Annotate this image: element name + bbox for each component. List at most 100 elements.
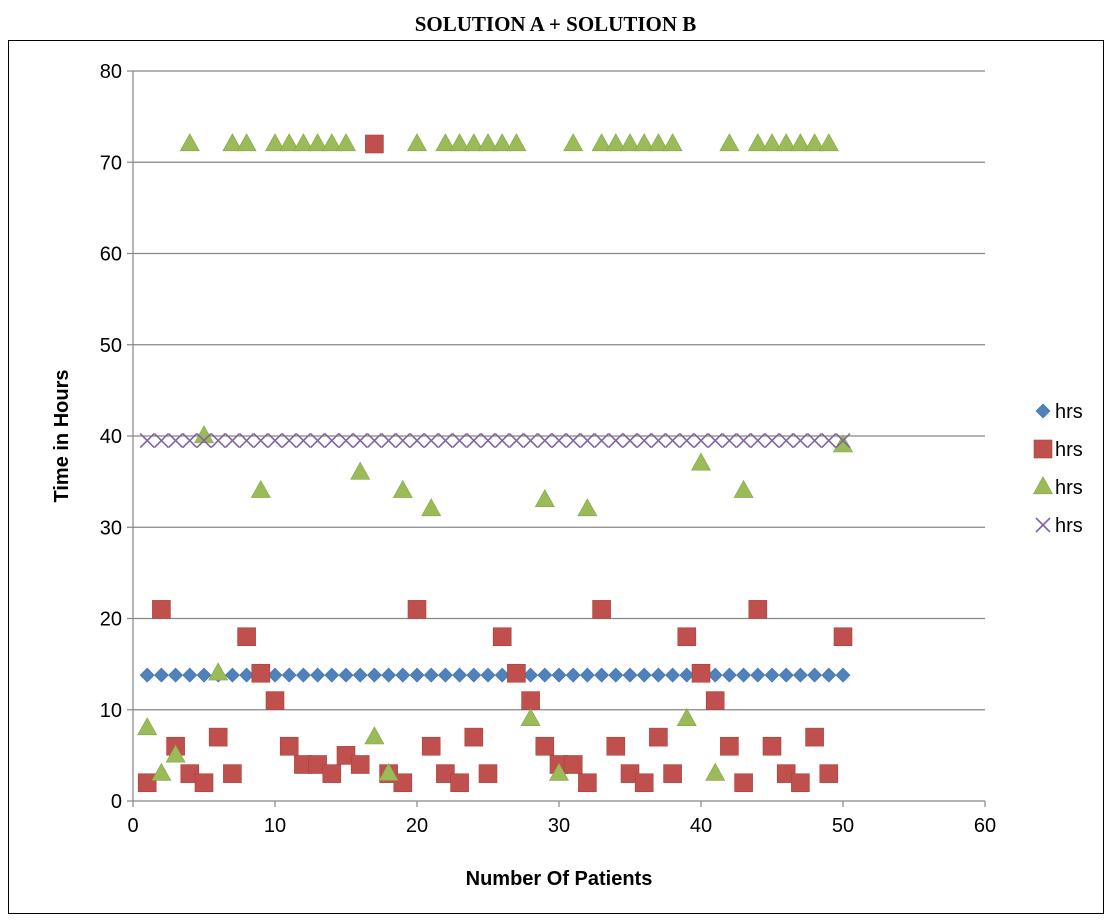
data-point-triangle (733, 479, 754, 498)
data-point-x (182, 432, 198, 449)
legend-marker-diamond (1035, 403, 1051, 419)
data-point-triangle (435, 133, 456, 152)
data-point-diamond (707, 667, 723, 683)
data-point-x (665, 432, 681, 449)
data-point-square (279, 736, 299, 756)
data-point-square (407, 600, 427, 619)
data-point-square (578, 773, 597, 793)
data-point-triangle (676, 708, 697, 726)
data-point-square (819, 764, 839, 783)
data-point-x (466, 432, 482, 449)
x-tick-label: 50 (832, 815, 854, 837)
data-point-triangle (818, 133, 839, 152)
y-tick-label: 40 (100, 426, 122, 448)
legend: hrs hrs hrs hrs (1032, 401, 1083, 537)
data-point-diamond (310, 667, 326, 683)
data-point-x (778, 432, 794, 449)
data-point-square (791, 773, 810, 793)
data-point-triangle (165, 744, 186, 763)
data-point-triangle (506, 133, 527, 152)
data-point-x (693, 432, 709, 449)
data-point-diamond (636, 667, 652, 683)
data-point-triangle (577, 498, 598, 517)
data-point-square (634, 773, 654, 793)
data-point-square (606, 736, 626, 756)
data-point-x (210, 432, 226, 449)
data-point-x (537, 432, 553, 449)
data-point-triangle (449, 133, 470, 152)
data-point-triangle (719, 133, 740, 152)
data-point-triangle (193, 425, 215, 444)
data-point-diamond (494, 667, 510, 683)
y-tick-label: 20 (100, 609, 122, 631)
series-square (137, 134, 853, 793)
data-point-x (608, 432, 624, 449)
x-tick-label: 10 (264, 815, 286, 837)
data-point-diamond (551, 667, 567, 683)
data-point-x (395, 432, 411, 449)
data-point-triangle (534, 489, 555, 507)
legend-marker-triangle (1032, 476, 1054, 495)
data-point-square (365, 134, 384, 154)
data-point-square (677, 627, 697, 647)
data-point-triangle (293, 133, 314, 152)
data-point-square (720, 736, 739, 756)
data-point-diamond (565, 667, 581, 683)
data-point-diamond (139, 667, 155, 683)
data-point-triangle (222, 133, 243, 152)
data-point-x (565, 432, 581, 449)
data-point-triangle (307, 133, 328, 152)
data-point-square (251, 663, 271, 683)
data-point-x (310, 432, 326, 449)
data-point-diamond (352, 667, 368, 683)
data-point-triangle (406, 133, 428, 152)
data-point-x (168, 432, 184, 449)
data-point-x (622, 432, 638, 449)
data-point-x (508, 432, 524, 449)
x-tick-label: 40 (690, 815, 712, 837)
data-point-triangle (776, 133, 797, 152)
data-point-square (237, 627, 256, 647)
data-point-square (223, 764, 242, 783)
data-point-diamond (792, 667, 808, 683)
data-point-diamond (750, 667, 766, 683)
data-point-diamond (267, 667, 283, 683)
data-point-x (452, 432, 468, 449)
data-point-x (792, 432, 808, 449)
data-point-diamond (835, 667, 851, 683)
data-point-triangle (321, 133, 342, 152)
data-point-triangle (605, 133, 626, 152)
data-point-diamond (721, 667, 737, 683)
data-point-diamond (224, 667, 240, 683)
data-point-diamond (537, 667, 553, 683)
data-point-triangle (832, 434, 854, 453)
data-point-triangle (747, 133, 768, 152)
data-point-square (521, 691, 540, 710)
data-point-x (821, 432, 837, 449)
data-point-triangle (705, 762, 726, 781)
x-tick-label: 0 (127, 815, 138, 837)
data-point-diamond (821, 667, 837, 683)
data-point-square (322, 764, 342, 783)
data-point-x (338, 432, 354, 449)
data-point-diamond (650, 667, 666, 683)
data-point-x (750, 432, 766, 449)
data-point-triangle (520, 708, 541, 726)
data-point-x (579, 432, 595, 449)
data-points (137, 133, 854, 793)
legend-label: hrs (1055, 439, 1083, 461)
data-point-diamond (523, 667, 539, 683)
data-point-square (137, 773, 157, 793)
data-point-square (563, 755, 583, 774)
y-axis-title: Time in Hours (51, 370, 73, 503)
legend-label: hrs (1055, 515, 1083, 537)
legend-label: hrs (1055, 401, 1083, 423)
data-point-square (649, 727, 668, 747)
data-point-triangle (236, 133, 257, 152)
data-point-square (492, 627, 512, 647)
data-point-triangle (264, 133, 286, 152)
data-point-square (705, 691, 725, 710)
data-point-x (551, 432, 567, 449)
series-x (139, 432, 851, 449)
